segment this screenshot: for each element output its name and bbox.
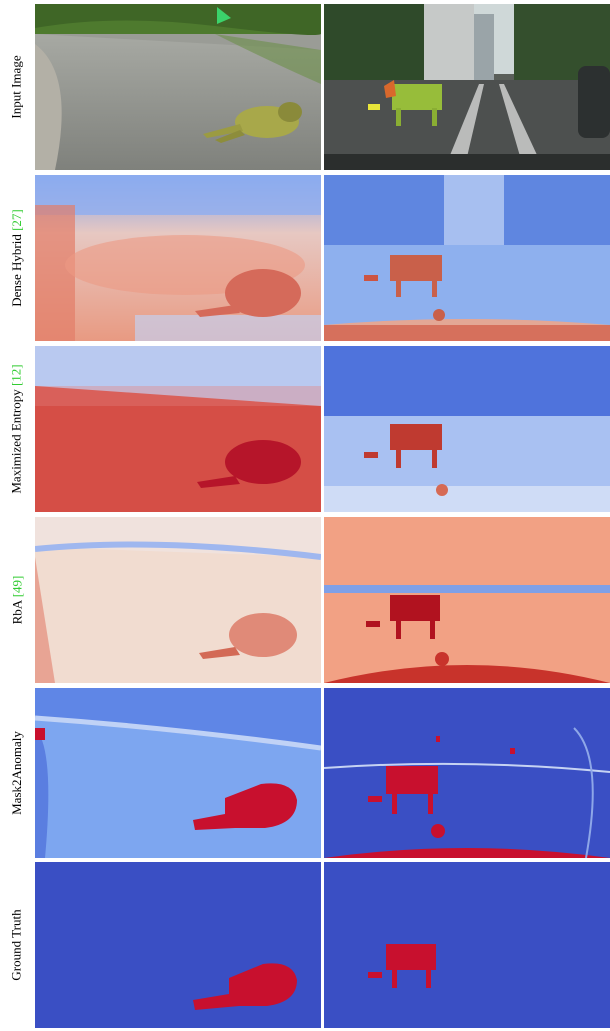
anomaly-region xyxy=(195,269,301,317)
row-label-dense-hybrid: Dense Hybrid [27] xyxy=(9,209,24,307)
row-labels: Input Image Dense Hybrid [27] Maximized … xyxy=(0,0,34,1031)
dense-hybrid-left xyxy=(35,175,321,341)
mask2anomaly-left xyxy=(35,688,321,858)
anomaly-region xyxy=(390,424,442,468)
anomaly-region xyxy=(386,944,436,988)
anomaly-region xyxy=(199,613,297,659)
cow-object xyxy=(384,80,442,126)
anomaly-region xyxy=(386,766,438,814)
anomaly-region xyxy=(197,440,301,488)
ref-rba: [49] xyxy=(9,575,25,598)
row-label-mask2anomaly: Mask2Anomaly xyxy=(9,731,24,815)
row-label-ground-truth: Ground Truth xyxy=(9,909,25,981)
row-label-rba: RbA [49] xyxy=(9,575,25,625)
maximized-entropy-left xyxy=(35,346,321,512)
dense-hybrid-right xyxy=(324,175,610,341)
anomaly-region xyxy=(193,783,297,830)
maximized-entropy-right xyxy=(324,346,610,512)
rba-right xyxy=(324,517,610,683)
ref-maximized-entropy: [12] xyxy=(9,364,25,387)
mask2anomaly-right xyxy=(324,688,610,858)
sloth-object xyxy=(203,102,302,143)
ground-truth-left xyxy=(35,862,321,1028)
row-label-input-image: Input Image xyxy=(9,55,25,119)
rba-left xyxy=(35,517,321,683)
anomaly-region xyxy=(390,595,440,639)
input-image-left xyxy=(35,4,321,170)
ground-truth-right xyxy=(324,862,610,1028)
anomaly-region xyxy=(390,255,442,297)
ref-dense-hybrid: [27] xyxy=(9,209,24,231)
anomaly-region xyxy=(193,963,297,1010)
row-label-maximized-entropy: Maximized Entropy [12] xyxy=(9,364,25,494)
input-image-right xyxy=(324,4,610,170)
